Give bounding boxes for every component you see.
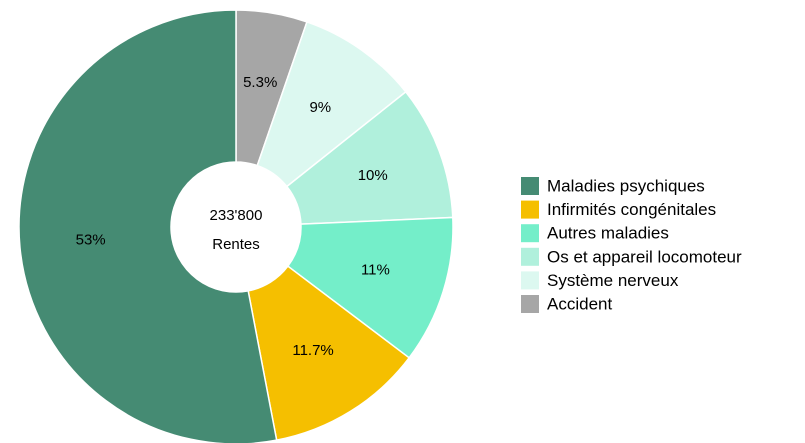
center-value: 233'800 [210,207,263,224]
data-label: 11% [361,261,390,278]
data-label: 11.7% [292,342,333,359]
donut-slice [286,216,454,359]
legend-swatch [521,295,539,313]
data-label: 5.3% [243,74,277,91]
legend-label: Accident [547,294,612,313]
legend-label: Os et appareil locomoteur [547,247,742,266]
data-label: 10% [358,167,388,184]
data-label: 9% [309,99,331,116]
legend-swatch [521,224,539,243]
legend-label: Système nerveux [547,271,679,290]
donut-slice [18,9,278,443]
donut-slice [285,90,454,225]
legend-swatch [521,200,539,219]
legend-label: Infirmités congénitales [547,200,716,219]
legend-swatch [521,177,539,195]
legend-swatch [521,247,539,266]
center-label: Rentes [212,236,260,253]
legend-swatch [521,271,539,290]
donut-slice [247,265,411,442]
legend-label: Maladies psychiques [547,176,705,195]
legend-label: Autres maladies [547,224,669,243]
data-label: 53% [76,232,106,249]
